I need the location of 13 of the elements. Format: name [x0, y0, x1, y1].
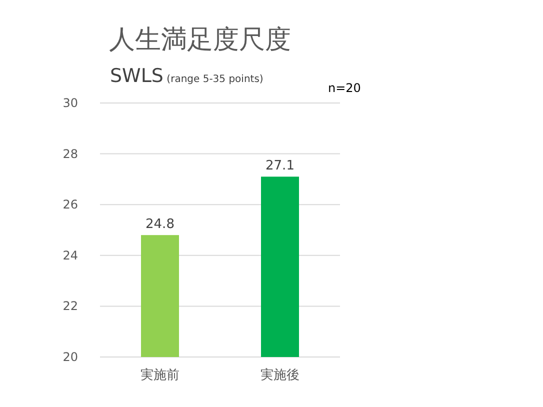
y-tick-label: 20	[62, 350, 78, 364]
x-tick-label: 実施後	[260, 367, 300, 383]
text: n=20	[328, 81, 361, 95]
data-label: 27.1	[266, 158, 294, 174]
data-label: 24.8	[146, 217, 174, 232]
y-tick-label: 26	[62, 198, 78, 212]
chart-subtitle: SWLS (range 5-35 points)	[110, 65, 264, 87]
y-tick-label: 22	[62, 299, 78, 314]
y-tick-label: 30	[62, 96, 78, 110]
y-tick-label: 24	[62, 248, 78, 262]
x-tick-label: 実施前	[140, 367, 180, 383]
y-tick-label: 28	[62, 146, 78, 161]
chart-title: 人生満足度尺度	[109, 25, 291, 55]
